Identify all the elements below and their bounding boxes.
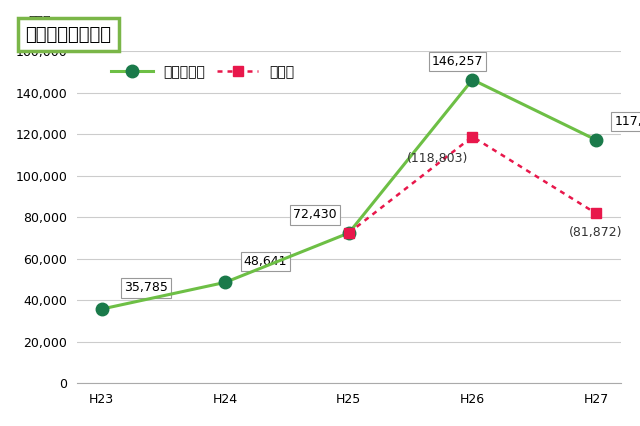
計画値	[592, 211, 600, 216]
保育拡大量	[98, 307, 106, 312]
Text: 48,641: 48,641	[244, 255, 287, 268]
Text: 72,430: 72,430	[293, 208, 337, 222]
Text: 保育拡大量の推移: 保育拡大量の推移	[26, 26, 111, 43]
計画値	[345, 230, 353, 236]
Text: (118,803): (118,803)	[407, 152, 468, 164]
保育拡大量	[592, 137, 600, 142]
Legend: 保育拡大量, 計画値: 保育拡大量, 計画値	[111, 65, 294, 79]
Text: 35,785: 35,785	[124, 282, 168, 294]
計画値	[468, 134, 476, 139]
Text: 146,257: 146,257	[432, 55, 483, 68]
保育拡大量	[221, 280, 229, 285]
保育拡大量	[468, 77, 476, 82]
Text: （人）: （人）	[28, 15, 51, 28]
Text: 117,250: 117,250	[614, 115, 640, 128]
Text: (81,872): (81,872)	[570, 226, 623, 239]
保育拡大量	[345, 230, 353, 236]
Line: 保育拡大量: 保育拡大量	[95, 73, 602, 315]
Line: 計画値: 計画値	[344, 132, 601, 238]
